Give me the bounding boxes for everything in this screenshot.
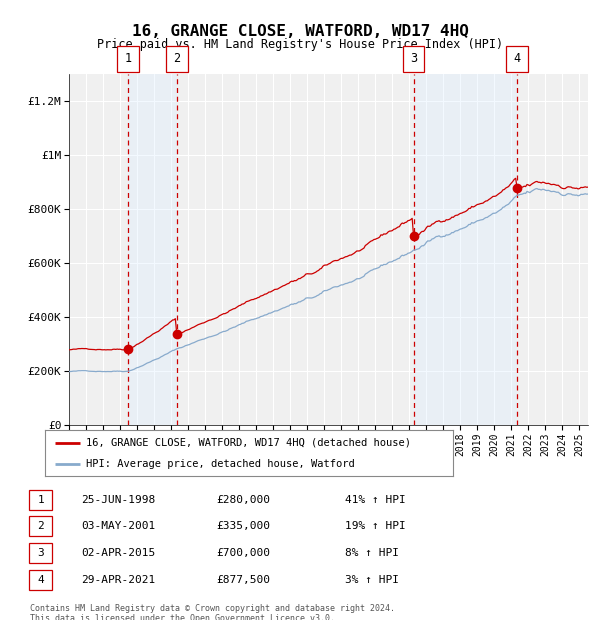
Text: 3: 3 <box>410 53 417 65</box>
Text: 16, GRANGE CLOSE, WATFORD, WD17 4HQ: 16, GRANGE CLOSE, WATFORD, WD17 4HQ <box>131 24 469 38</box>
Text: 4: 4 <box>514 53 521 65</box>
Text: 3: 3 <box>37 548 44 558</box>
Text: 8% ↑ HPI: 8% ↑ HPI <box>345 548 399 558</box>
Text: £335,000: £335,000 <box>216 521 270 531</box>
Text: 41% ↑ HPI: 41% ↑ HPI <box>345 495 406 505</box>
Text: 03-MAY-2001: 03-MAY-2001 <box>81 521 155 531</box>
Text: £280,000: £280,000 <box>216 495 270 505</box>
Text: Contains HM Land Registry data © Crown copyright and database right 2024.
This d: Contains HM Land Registry data © Crown c… <box>30 604 395 620</box>
Bar <box>128 74 177 425</box>
Text: 4: 4 <box>37 575 44 585</box>
Text: £877,500: £877,500 <box>216 575 270 585</box>
Text: 29-APR-2021: 29-APR-2021 <box>81 575 155 585</box>
Text: 2: 2 <box>173 53 180 65</box>
Text: 1: 1 <box>125 53 132 65</box>
Text: £700,000: £700,000 <box>216 548 270 558</box>
Text: 25-JUN-1998: 25-JUN-1998 <box>81 495 155 505</box>
Text: 2: 2 <box>37 521 44 531</box>
Text: 19% ↑ HPI: 19% ↑ HPI <box>345 521 406 531</box>
Text: 02-APR-2015: 02-APR-2015 <box>81 548 155 558</box>
Text: 3% ↑ HPI: 3% ↑ HPI <box>345 575 399 585</box>
Bar <box>413 74 517 425</box>
Text: Price paid vs. HM Land Registry's House Price Index (HPI): Price paid vs. HM Land Registry's House … <box>97 38 503 51</box>
Text: 16, GRANGE CLOSE, WATFORD, WD17 4HQ (detached house): 16, GRANGE CLOSE, WATFORD, WD17 4HQ (det… <box>86 438 411 448</box>
Text: HPI: Average price, detached house, Watford: HPI: Average price, detached house, Watf… <box>86 459 355 469</box>
Text: 1: 1 <box>37 495 44 505</box>
